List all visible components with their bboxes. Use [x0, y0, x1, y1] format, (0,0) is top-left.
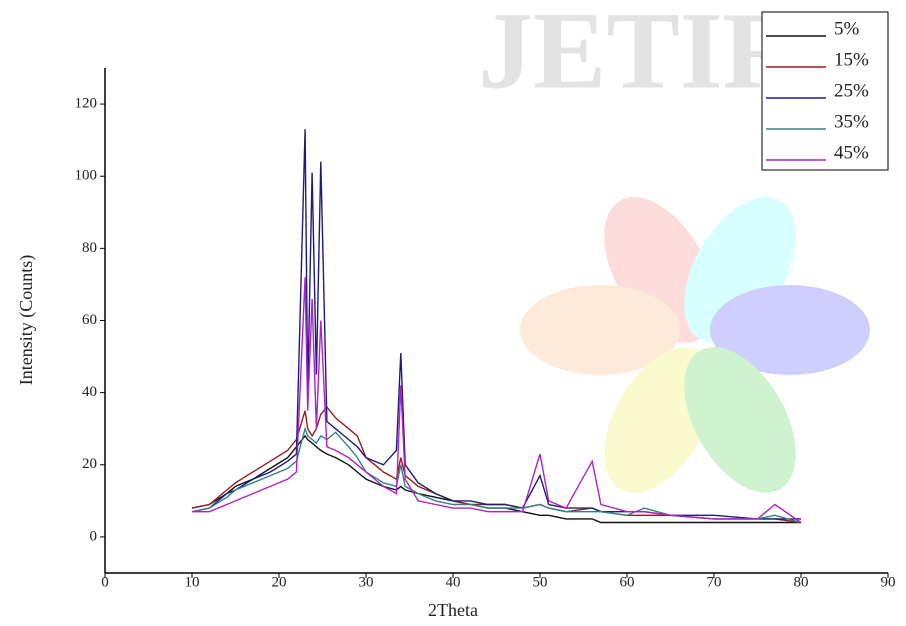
x-tick-label: 0 [101, 574, 109, 590]
x-tick-label: 60 [620, 574, 635, 590]
x-tick-label: 50 [533, 574, 548, 590]
x-axis-label: 2Theta [428, 600, 478, 620]
legend-label: 15% [834, 49, 869, 70]
chart: JETIR 2Theta Intensity (Counts) 0 20 40 60 8… [0, 0, 906, 626]
y-tick-label: 0 [90, 528, 98, 544]
y-tick-label: 120 [75, 96, 98, 112]
y-axis-label: Intensity (Counts) [16, 255, 37, 386]
legend-label: 35% [834, 111, 869, 132]
watermark: JETIR [478, 0, 804, 111]
x-tick-label: 40 [446, 574, 461, 590]
x-tick-label: 20 [272, 574, 287, 590]
x-tick-label: 70 [707, 574, 722, 590]
x-tick-label: 90 [881, 574, 896, 590]
y-tick-label: 20 [82, 456, 97, 472]
x-tick-label: 30 [359, 574, 374, 590]
x-tick-label: 10 [185, 574, 200, 590]
x-tick-label: 80 [794, 574, 809, 590]
y-tick-label: 80 [82, 240, 97, 256]
legend-label: 5% [834, 18, 860, 39]
y-tick-label: 60 [82, 312, 97, 328]
y-tick-label: 40 [82, 384, 97, 400]
legend-label: 25% [834, 80, 869, 101]
watermark-logo [520, 178, 870, 512]
legend-label: 45% [834, 142, 869, 163]
y-tick-label: 100 [75, 168, 98, 184]
